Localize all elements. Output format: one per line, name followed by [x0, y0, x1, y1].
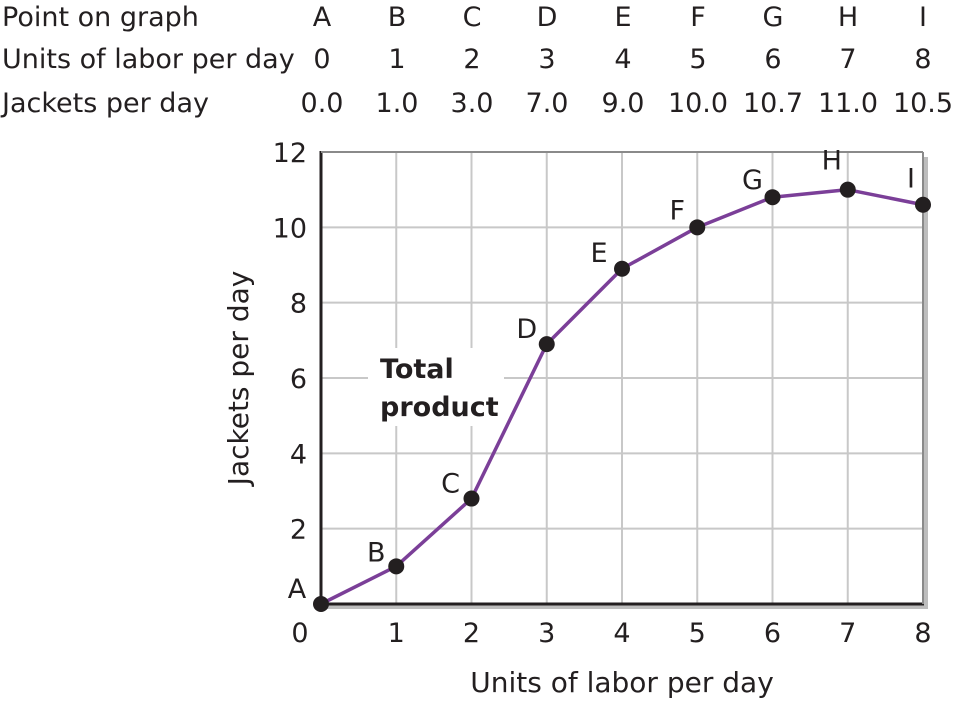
- table-cell: F: [690, 2, 706, 33]
- table-cell: 1.0: [375, 88, 419, 119]
- table-cell: 10.5: [892, 88, 954, 119]
- x-tick-label: 8: [914, 618, 931, 649]
- data-point: [839, 181, 856, 198]
- data-point: [689, 219, 706, 236]
- x-tick-label: 2: [463, 618, 480, 649]
- point-label: C: [441, 469, 460, 500]
- table-cell: I: [919, 2, 927, 33]
- x-tick-label: 0: [291, 618, 308, 649]
- table-cell: 2: [463, 44, 481, 75]
- annotation-background: [368, 348, 504, 426]
- table-cell: A: [312, 2, 332, 33]
- table-cell: 1: [388, 44, 406, 75]
- annotation-label: product: [380, 392, 499, 423]
- data-table: Point on graph A B C D E F G H I Units of labor pe…: [0, 0, 963, 130]
- data-point: [388, 558, 405, 575]
- data-point: [614, 260, 630, 277]
- y-tick-label: 6: [290, 364, 307, 395]
- point-label: F: [669, 195, 685, 226]
- table-cell: 10.0: [667, 88, 729, 119]
- x-tick-label: 3: [538, 618, 555, 649]
- x-tick-label: 4: [613, 618, 630, 649]
- data-point: [764, 189, 781, 206]
- table-cell: 4: [614, 44, 632, 75]
- table-cell: 3: [538, 44, 556, 75]
- y-tick-label: 12: [273, 138, 307, 169]
- table-row-label: Units of labor per day: [2, 44, 295, 75]
- table-cell: 6: [764, 44, 782, 75]
- point-label: H: [822, 146, 842, 177]
- point-label: B: [367, 537, 386, 568]
- table-cell: 7.0: [525, 88, 569, 119]
- y-tick-label: 4: [290, 439, 307, 470]
- table-cell: 5: [689, 44, 707, 75]
- x-axis-title: Units of labor per day: [470, 666, 774, 699]
- y-tick-label: 2: [290, 515, 307, 546]
- table-cell: D: [536, 2, 558, 33]
- table-cell: 10.7: [742, 88, 804, 119]
- table-cell: 11.0: [817, 88, 879, 119]
- table-cell: H: [837, 2, 859, 33]
- y-axis-title: Jackets per day: [222, 271, 255, 488]
- y-tick-label: 10: [273, 213, 307, 244]
- data-point: [915, 196, 931, 213]
- table-cell: B: [387, 2, 407, 33]
- data-point: [313, 596, 329, 612]
- y-tick-label: 8: [290, 289, 307, 320]
- table-row-label: Point on graph: [2, 2, 199, 33]
- table-row-label: Jackets per day: [2, 88, 209, 119]
- point-label: A: [288, 574, 307, 605]
- x-tick-label: 5: [689, 618, 706, 649]
- table-cell: E: [614, 2, 632, 33]
- x-tick-label: 6: [764, 618, 781, 649]
- point-label: I: [907, 164, 915, 195]
- table-cell: 3.0: [450, 88, 494, 119]
- table-cell: G: [762, 2, 784, 33]
- point-label: G: [742, 165, 763, 196]
- table-cell: 0: [313, 44, 331, 75]
- table-cell: 7: [839, 44, 857, 75]
- table-cell: C: [462, 2, 482, 33]
- x-tick-label: 7: [839, 618, 856, 649]
- table-cell: 8: [914, 44, 932, 75]
- annotation-label: Total: [380, 354, 454, 385]
- point-label: E: [590, 238, 607, 269]
- table-cell: 9.0: [601, 88, 645, 119]
- point-label: D: [516, 314, 537, 345]
- x-tick-label: 1: [388, 618, 405, 649]
- table-cell: 0.0: [300, 88, 344, 119]
- data-point: [463, 490, 480, 507]
- data-point: [538, 336, 555, 353]
